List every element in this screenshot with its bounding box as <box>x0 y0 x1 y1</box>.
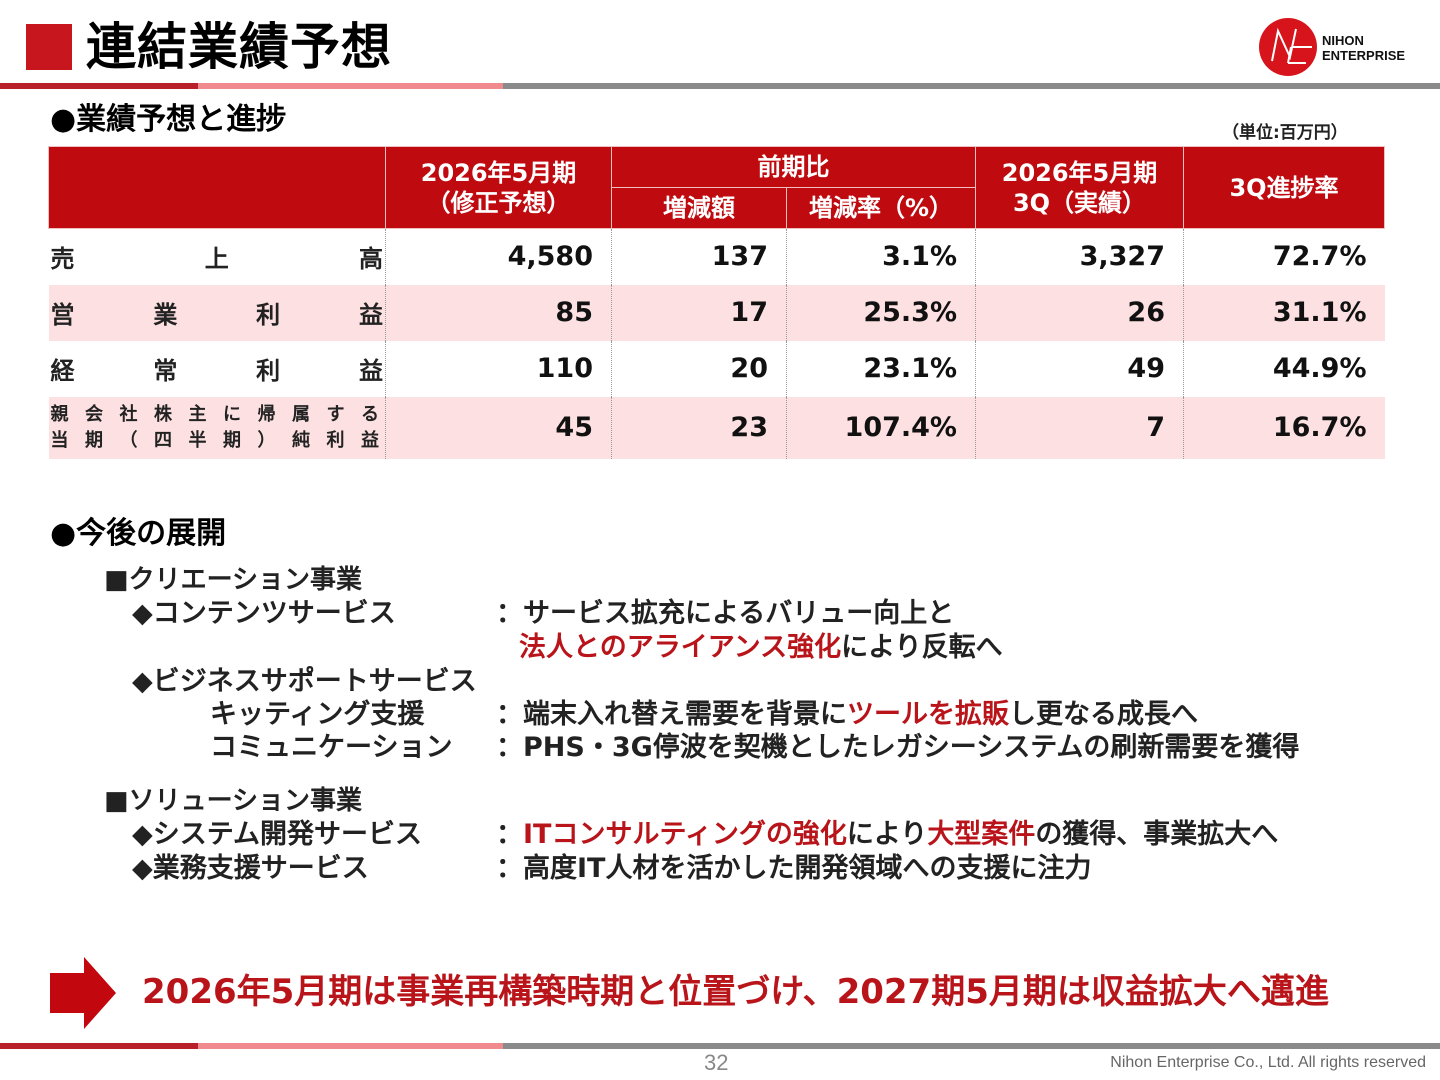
header-actual-3q: 2026年5月期 3Q（実績） <box>975 146 1184 229</box>
header-progress: 3Q進捗率 <box>1183 146 1385 229</box>
row-label: 経常利益 <box>50 357 384 385</box>
page-number: 32 <box>704 1050 729 1075</box>
communication-desc: ：PHS・3G停波を契機としたレガシーシステムの刷新需要を獲得 <box>496 732 1300 763</box>
row-label: 営業利益 <box>48 284 386 341</box>
solution-business-title: ■ソリューション事業 <box>104 786 363 816</box>
contents-service-desc-2: 法人とのアライアンス強化により反転へ <box>519 632 1003 663</box>
table-row: 親会社株主に帰属する 当期（四半期）純利益 45 23 107.4% 7 16.7… <box>48 396 1385 459</box>
cell-progress: 16.7% <box>1183 396 1385 459</box>
row-label: 親会社株主に帰属する 当期（四半期）純利益 <box>48 396 386 459</box>
business-support-label: ◆ビジネスサポートサービス <box>132 666 477 697</box>
header-forecast: 2026年5月期 （修正予想） <box>385 146 612 229</box>
cell-actual-3q: 3,327 <box>975 228 1184 285</box>
system-dev-label: ◆システム開発サービス <box>132 819 422 850</box>
cell-actual-3q: 26 <box>975 284 1184 341</box>
business-assist-label: ◆業務支援サービス <box>132 853 369 884</box>
creation-business-title: ■クリエーション事業 <box>104 565 363 595</box>
kitting-label: キッティング支援 <box>210 699 425 730</box>
communication-label: コミュニケーション <box>210 732 453 763</box>
section-heading-development: ●今後の展開 <box>50 516 227 551</box>
cell-yoy-amount: 17 <box>611 284 787 341</box>
table-row: 経常利益 110 20 23.1% 49 44.9% <box>49 340 1385 397</box>
cell-progress: 31.1% <box>1183 284 1385 341</box>
cell-yoy-rate: 3.1% <box>786 228 976 285</box>
company-logo-text: NIHON ENTERPRISE <box>1322 33 1406 63</box>
cell-actual-3q: 7 <box>975 396 1184 459</box>
page-title: 連結業績予想 <box>86 18 392 76</box>
business-assist-desc: ：高度IT人材を活かした開発領域への支援に注力 <box>496 853 1092 884</box>
performance-table: 2026年5月期 （修正予想） 前期比 2026年5月期 3Q（実績） 3Q進捗率 … <box>48 146 1385 459</box>
header-yoy-amount: 増減額 <box>611 187 787 229</box>
company-logo-icon <box>1259 18 1317 76</box>
copyright-text: Nihon Enterprise Co., Ltd. All rights re… <box>1110 1054 1426 1071</box>
header-yoy-rate: 増減率（%） <box>786 187 976 229</box>
table-row: 売上高 4,580 137 3.1% 3,327 72.7% <box>49 228 1385 285</box>
cell-yoy-rate: 25.3% <box>786 284 976 341</box>
arrow-right-icon <box>50 957 116 1029</box>
cell-progress: 72.7% <box>1183 228 1385 285</box>
title-marker <box>26 24 72 70</box>
system-dev-desc: ：ITコンサルティングの強化により大型案件の獲得、事業拡大へ <box>496 819 1279 850</box>
contents-service-desc-1: ：サービス拡充によるバリュー向上と <box>496 598 955 629</box>
table-row: 営業利益 85 17 25.3% 26 31.1% <box>48 284 1385 341</box>
cell-forecast: 85 <box>385 284 612 341</box>
unit-label: （単位:百万円） <box>1222 123 1348 143</box>
footer-divider <box>0 1043 1440 1049</box>
cell-forecast: 4,580 <box>385 228 612 285</box>
cell-yoy-rate: 107.4% <box>786 396 976 459</box>
cell-forecast: 110 <box>385 340 612 397</box>
header-blank <box>48 146 386 229</box>
cell-yoy-rate: 23.1% <box>786 340 976 397</box>
cell-yoy-amount: 137 <box>611 228 787 285</box>
cell-progress: 44.9% <box>1183 340 1385 397</box>
kitting-desc: ：端末入れ替え需要を背景にツールを拡販し更なる成長へ <box>496 699 1198 730</box>
cell-yoy-amount: 20 <box>611 340 787 397</box>
conclusion-statement: 2026年5月期は事業再構築時期と位置づけ、2027期5月期は収益拡大へ邁進 <box>142 972 1329 1012</box>
cell-actual-3q: 49 <box>975 340 1184 397</box>
header-yoy-group: 前期比 <box>611 146 976 188</box>
header-divider <box>0 83 1440 89</box>
row-label: 売上高 <box>50 245 384 274</box>
cell-forecast: 45 <box>385 396 612 459</box>
contents-service-label: ◆コンテンツサービス <box>132 598 396 629</box>
cell-yoy-amount: 23 <box>611 396 787 459</box>
section-heading-performance: ●業績予想と進捗 <box>50 102 287 137</box>
